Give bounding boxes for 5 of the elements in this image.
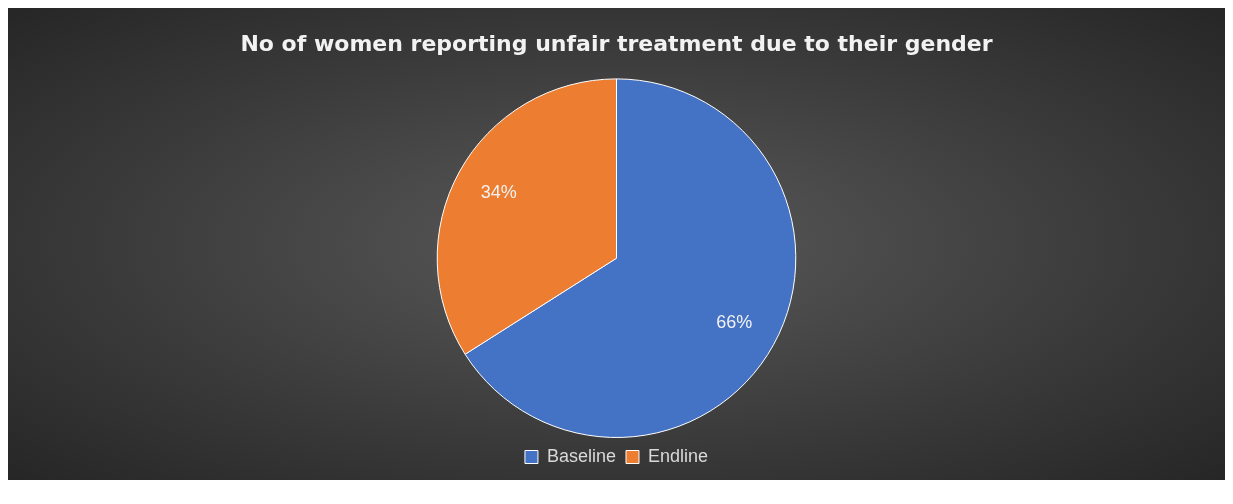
legend-label: Endline <box>648 445 709 466</box>
data-label: 66% <box>716 311 753 332</box>
data-label: 34% <box>480 182 517 203</box>
chart-title: No of women reporting unfair treatment due to their gender <box>240 30 993 56</box>
legend-label: Baseline <box>546 445 616 466</box>
